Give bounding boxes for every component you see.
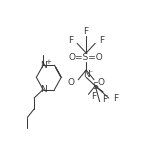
- Text: O: O: [97, 78, 104, 87]
- Text: N: N: [40, 61, 47, 70]
- Text: ⁻: ⁻: [88, 68, 92, 77]
- Text: F: F: [99, 36, 104, 45]
- Text: F: F: [68, 36, 73, 45]
- Text: N: N: [83, 70, 89, 79]
- Text: N: N: [40, 85, 47, 94]
- Text: O=S=O: O=S=O: [69, 53, 104, 62]
- Text: O: O: [68, 78, 75, 87]
- Text: F: F: [102, 95, 107, 104]
- Text: F: F: [84, 27, 89, 36]
- Text: F: F: [92, 92, 97, 101]
- Text: F: F: [113, 94, 118, 103]
- Text: S: S: [92, 82, 98, 91]
- Text: +: +: [45, 59, 51, 65]
